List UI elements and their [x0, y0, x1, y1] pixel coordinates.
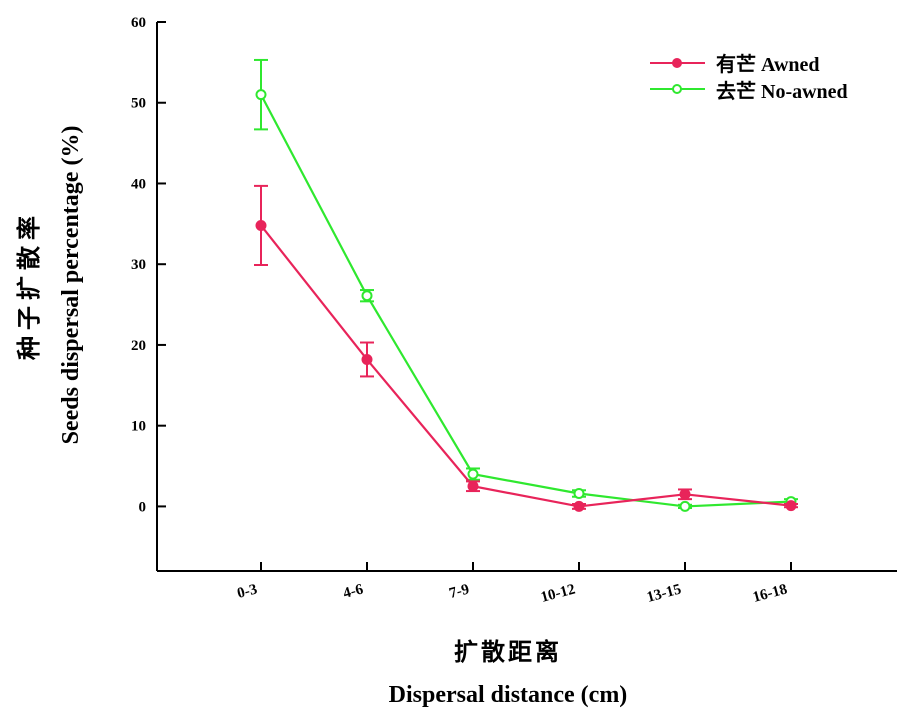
- data-point-0-5: [785, 500, 797, 512]
- series-awned: [254, 184, 798, 512]
- y-axis-title-en: Seeds dispersal percentage (%): [58, 126, 84, 445]
- legend: 有芒 Awned 去芒 No-awned: [650, 52, 848, 103]
- data-point-1-2: [467, 468, 479, 480]
- x-tick-label-16-18: 16-18: [751, 581, 789, 606]
- data-point-1-0: [255, 89, 267, 101]
- data-point-1-4: [679, 500, 691, 512]
- x-tick-label-10-12: 10-12: [539, 581, 577, 606]
- x-tick-label-13-15: 13-15: [645, 581, 683, 606]
- data-point-0-4: [679, 488, 691, 500]
- legend-label-no-awned: 去芒 No-awned: [716, 79, 848, 103]
- data-point-0-3: [573, 500, 585, 512]
- legend-label-awned: 有芒 Awned: [716, 52, 820, 76]
- data-point-1-3: [573, 487, 585, 499]
- x-tick-label-4-6: 4-6: [342, 581, 366, 602]
- series-layer: [254, 58, 798, 512]
- y-tick-label-20: 20: [131, 338, 146, 354]
- y-tick-label-30: 30: [131, 257, 146, 273]
- x-axis-title-cn: 扩散距离: [454, 638, 562, 666]
- legend-marker-no-awned: [672, 84, 682, 94]
- data-point-0-2: [467, 480, 479, 492]
- y-tick-label-50: 50: [131, 96, 146, 112]
- y-tick-label-0: 0: [139, 499, 147, 515]
- y-tick-label-40: 40: [131, 176, 146, 192]
- x-tick-label-7-9: 7-9: [448, 581, 471, 602]
- data-point-0-0: [255, 219, 267, 231]
- y-tick-label-10: 10: [131, 419, 146, 435]
- x-axis-title-en: Dispersal distance (cm): [389, 682, 628, 708]
- data-point-0-1: [361, 353, 373, 365]
- series-no-awned: [254, 58, 798, 512]
- legend-marker-awned: [672, 58, 682, 68]
- series-line-1: [260, 94, 792, 508]
- series-line-0: [260, 224, 792, 508]
- data-point-1-1: [361, 290, 373, 302]
- x-tick-label-0-3: 0-3: [236, 581, 259, 602]
- y-axis-title-cn: 种子扩散率: [15, 210, 43, 360]
- axes: [156, 22, 897, 572]
- x-ticks: 0-3 4-6 7-9 10-12 13-15 16-18: [236, 562, 792, 606]
- y-ticks: 0 10 20 30 40 50 60: [131, 15, 166, 515]
- y-tick-label-60: 60: [131, 15, 146, 31]
